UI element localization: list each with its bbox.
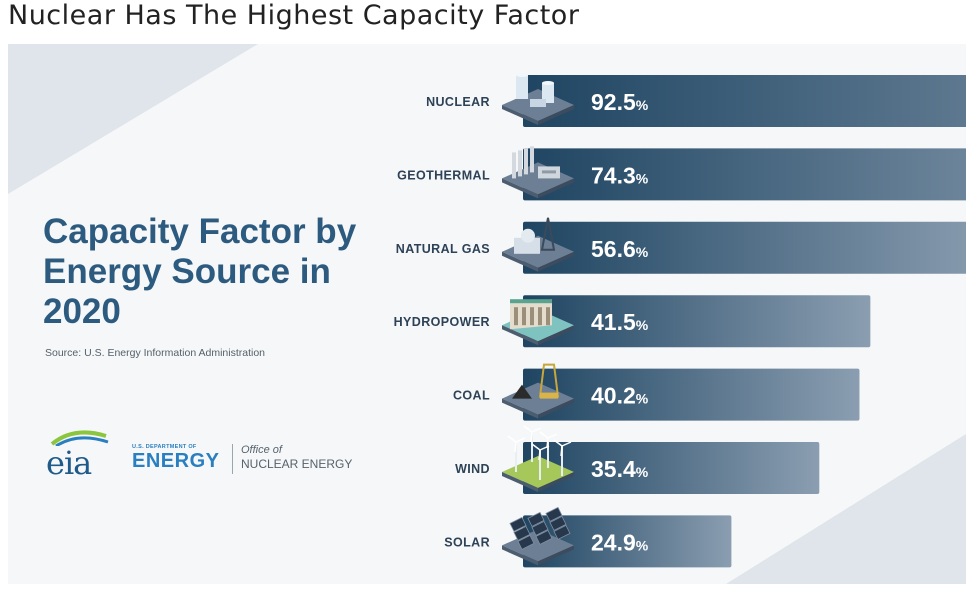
logo-divider [232,444,233,474]
category-label-coal: COAL [453,389,490,403]
wind-turbine-icon [502,425,574,492]
infographic-panel: Capacity Factor by Energy Source in 2020… [8,44,966,584]
bar-nuclear [523,75,966,127]
category-label-wind: WIND [455,462,490,476]
bar-hydropower [523,295,871,348]
nuclear-plant-icon [502,73,574,125]
capacity-factor-chart: NUCLEAR 92.5% GEOTHERMAL 74.3% NATURAL GAS 56… [394,73,966,568]
geothermal-plant-icon [502,146,574,199]
eia-logo: eia [44,426,114,482]
value-label-geothermal: 74.3% [591,162,649,188]
value-label-natural-gas: 56.6% [591,236,649,262]
office-name-text: NUCLEAR ENERGY [241,457,353,471]
bar-wind [523,442,820,494]
office-of-text: Office of [241,444,282,456]
doe-energy-wordmark: ENERGY [132,450,220,472]
eia-swoosh-icon [50,430,109,448]
doe-department-text: U.S. DEPARTMENT OF [132,444,197,450]
page-title: Nuclear Has The Highest Capacity Factor [8,0,580,31]
coal-mine-icon [502,363,574,419]
value-label-hydropower: 41.5% [591,309,649,335]
bar-coal [523,368,860,421]
eia-wordmark: eia [46,444,92,482]
value-label-wind: 35.4% [591,456,649,482]
natural-gas-plant-icon [502,217,574,272]
bar-natural-gas [523,221,966,274]
solar-panel-icon [502,506,574,566]
bar-solar [523,515,732,568]
background-triangle-top [8,44,258,194]
value-label-coal: 40.2% [591,383,649,409]
category-label-solar: SOLAR [444,535,490,549]
category-label-natural-gas: NATURAL GAS [396,242,490,256]
value-label-solar: 24.9% [591,529,649,555]
value-label-nuclear: 92.5% [591,89,649,115]
category-label-nuclear: NUCLEAR [426,95,490,109]
bar-geothermal [523,148,966,201]
category-label-hydropower: HYDROPOWER [394,315,490,329]
infographic-title: Capacity Factor by Energy Source in 2020 [43,212,357,331]
hydropower-dam-icon [502,299,574,346]
logo-row: eia U.S. DEPARTMENT OF ENERGY Office of … [44,422,404,482]
category-label-geothermal: GEOTHERMAL [397,168,490,182]
source-note: Source: U.S. Energy Information Administ… [45,347,266,359]
